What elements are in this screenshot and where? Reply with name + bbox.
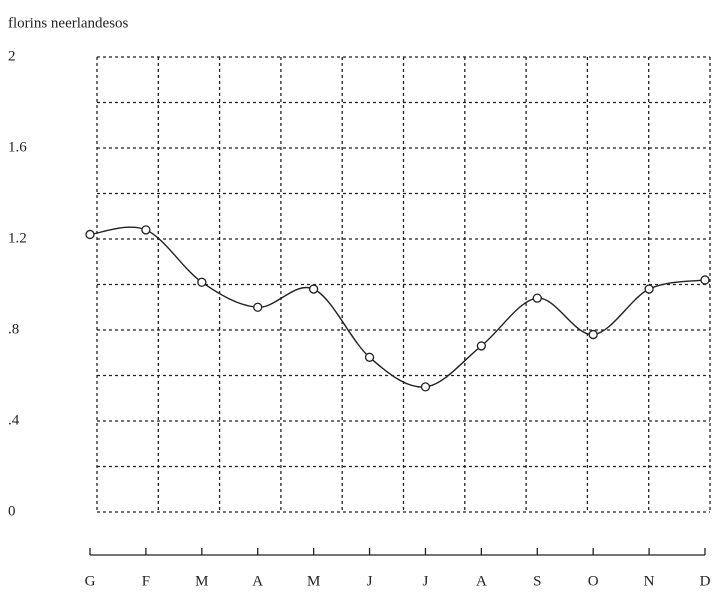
data-point: [141, 225, 151, 235]
y-tick-label: 1.6: [8, 139, 27, 155]
x-tick-label: J: [423, 573, 429, 589]
x-tick-label: A: [476, 573, 487, 589]
x-tick-label: F: [142, 573, 150, 589]
vertical-grid: [96, 57, 711, 512]
y-tick-label: 0: [8, 503, 16, 519]
x-tick-label: D: [700, 573, 711, 589]
x-tick-label: N: [644, 573, 655, 589]
data-point: [532, 293, 542, 303]
x-tick-label: S: [533, 573, 541, 589]
data-point: [308, 284, 319, 294]
y-tick-label: .8: [8, 321, 19, 337]
data-point: [364, 352, 375, 362]
data-point: [476, 341, 487, 351]
x-tick-label: G: [85, 573, 96, 589]
y-tick-label: 2: [8, 48, 16, 64]
x-tick-label: M: [307, 573, 320, 589]
x-tick-label: J: [367, 573, 373, 589]
line-series: [89, 226, 706, 388]
data-point: [420, 382, 431, 392]
data-point: [85, 229, 95, 240]
x-tick-label: M: [195, 573, 208, 589]
data-point: [253, 302, 263, 312]
data-point: [700, 275, 710, 285]
y-tick-label: .4: [8, 412, 20, 428]
y-tick-label: 1.2: [8, 230, 27, 246]
data-point: [197, 277, 207, 287]
data-point: [644, 284, 654, 294]
y-axis-label: florins neerlandesos: [8, 15, 129, 31]
x-tick-label: O: [588, 573, 599, 589]
x-tick-label: A: [252, 573, 263, 589]
data-point: [588, 329, 598, 340]
